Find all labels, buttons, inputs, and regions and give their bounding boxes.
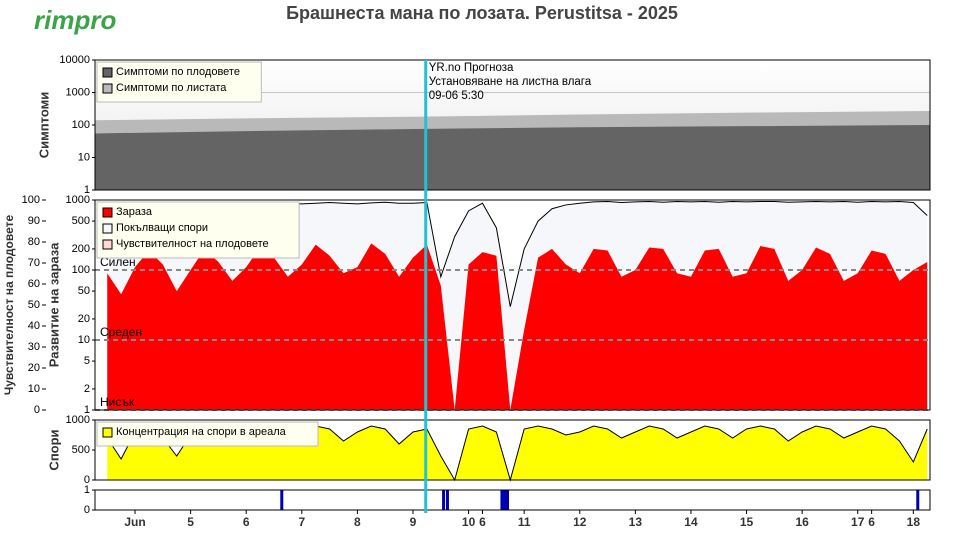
x-tick-label: 11	[518, 515, 531, 529]
legend-box	[96, 201, 300, 259]
y2-tick-label: 70	[28, 257, 40, 269]
y-tick-label: 1000	[66, 86, 90, 98]
bar	[442, 490, 446, 510]
legend-box	[96, 61, 262, 103]
y-tick-label: 20	[78, 313, 90, 325]
legend: Зараза Покълващи спори Чувствителност на п…	[96, 201, 300, 259]
x-tick-label: 6	[868, 515, 875, 529]
y-axis-label: Развитие на зараза	[46, 242, 61, 367]
y2-tick-label: 60	[28, 278, 40, 290]
y-tick-label: 10000	[59, 54, 90, 66]
x-tick-label: 10	[462, 515, 476, 529]
level-label: Среден	[100, 325, 142, 339]
x-tick-label: 9	[410, 515, 417, 529]
area	[107, 243, 928, 410]
y2-tick-label: 40	[28, 320, 40, 332]
legend: Симптоми по плодовете Симптоми по листата	[96, 61, 262, 103]
plot-frame	[94, 419, 931, 481]
level-label: Силен	[100, 255, 136, 269]
legend-swatch	[102, 239, 113, 250]
area	[95, 125, 930, 190]
y-tick-label: 500	[72, 444, 90, 456]
legend: Концентрация на спори в ареала	[96, 421, 319, 447]
y-tick-label: 5	[84, 355, 90, 367]
x-tick-label: 17	[851, 515, 865, 529]
bar	[505, 490, 509, 510]
y-tick-label: 1	[84, 184, 90, 196]
x-tick-label: 8	[354, 515, 361, 529]
y-tick-label: 1000	[66, 194, 90, 206]
y-tick-label: 0	[84, 474, 90, 486]
bar	[500, 490, 504, 510]
y-tick-label: 1	[84, 484, 90, 496]
x-tick-label: 7	[298, 515, 305, 529]
y-tick-label: 500	[72, 215, 90, 227]
marker-label: 09-06 5:30	[429, 90, 484, 102]
marker-label: YR.no Прогноза	[429, 62, 514, 74]
y-tick-label: 50	[78, 285, 90, 297]
plot-area	[95, 490, 930, 510]
y-tick-label: 1	[84, 404, 90, 416]
marker-label: Установяване на листна влага	[429, 76, 592, 88]
y-tick-label: 200	[72, 243, 90, 255]
y-tick-label: 0	[84, 504, 90, 516]
y2-tick-label: 20	[28, 362, 40, 374]
y2-tick-label: 10	[28, 383, 40, 395]
y-axis-label: Симптоми	[36, 92, 51, 158]
x-tick-label: 18	[907, 515, 921, 529]
x-tick-label: 14	[684, 515, 698, 529]
legend-label: Симптоми по листата	[116, 82, 227, 94]
x-tick-label: 15	[740, 515, 754, 529]
y2-tick-label: 90	[28, 215, 40, 227]
legend-label: Концентрация на спори в ареала	[116, 426, 287, 438]
x-tick-label: 5	[187, 515, 194, 529]
y2-axis-label: Чувствителност на плодовете	[2, 215, 16, 396]
legend-label: Покълващи спори	[116, 222, 208, 234]
bar	[280, 490, 284, 510]
x-tick-label: 6	[479, 515, 486, 529]
legend-swatch	[102, 223, 113, 234]
x-tick-label: 12	[573, 515, 587, 529]
x-tick-label: 16	[795, 515, 809, 529]
y2-tick-label: 50	[28, 299, 40, 311]
y-tick-label: 1000	[66, 414, 90, 426]
legend-swatch	[102, 67, 113, 78]
legend-swatch	[102, 83, 113, 94]
legend-swatch	[102, 427, 113, 438]
y2-tick-label: 100	[22, 194, 40, 206]
y-axis-label: Спори	[46, 429, 61, 470]
legend-swatch	[102, 207, 113, 218]
x-tick-label: Jun	[124, 515, 145, 529]
y-tick-label: 100	[72, 264, 90, 276]
level-label: Нисък	[100, 395, 135, 409]
legend-label: Чувствителност на плодовете	[116, 238, 269, 250]
y2-tick-label: 30	[28, 341, 40, 353]
y2-tick-label: 80	[28, 236, 40, 248]
bar	[916, 490, 920, 510]
legend-box	[96, 421, 319, 447]
y-tick-label: 10	[78, 334, 90, 346]
legend-label: Зараза	[116, 206, 153, 218]
chart-title: Брашнеста мана по лозата. Perustitsa - 2…	[286, 3, 678, 23]
plot-frame	[94, 489, 931, 511]
plot-frame	[94, 199, 931, 411]
logo: rimpro	[34, 5, 116, 35]
y2-tick-label: 0	[34, 404, 40, 416]
bar	[445, 490, 449, 510]
plot-frame	[94, 59, 931, 191]
y-tick-label: 2	[84, 383, 90, 395]
x-tick-label: 6	[243, 515, 250, 529]
y-tick-label: 100	[72, 119, 90, 131]
x-tick-label: 13	[629, 515, 643, 529]
bar	[503, 490, 507, 510]
legend-label: Симптоми по плодовете	[116, 66, 240, 78]
y-tick-label: 10	[78, 151, 90, 163]
